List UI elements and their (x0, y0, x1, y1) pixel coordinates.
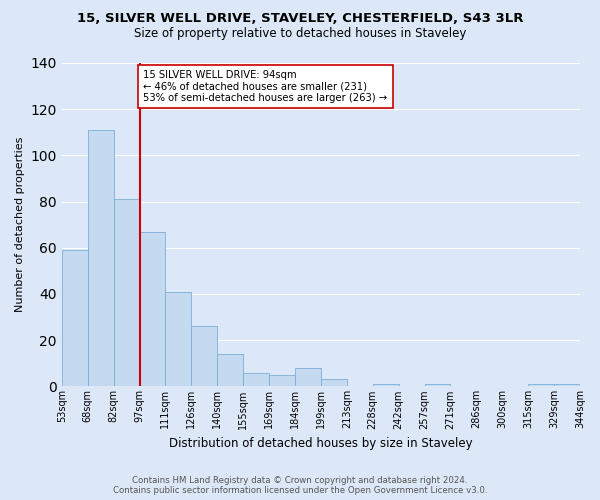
Bar (217, 354, 243, 386)
Bar (62, 250, 88, 386)
Bar (528, 384, 554, 386)
Bar (321, 380, 347, 386)
Bar (140, 232, 166, 386)
Bar (166, 292, 191, 386)
Text: Size of property relative to detached houses in Staveley: Size of property relative to detached ho… (134, 28, 466, 40)
Bar (425, 384, 451, 386)
X-axis label: Distribution of detached houses by size in Staveley: Distribution of detached houses by size … (169, 437, 473, 450)
Y-axis label: Number of detached properties: Number of detached properties (15, 137, 25, 312)
Bar (554, 384, 580, 386)
Bar (373, 384, 398, 386)
Bar (295, 368, 321, 386)
Bar (243, 372, 269, 386)
Text: 15 SILVER WELL DRIVE: 94sqm
← 46% of detached houses are smaller (231)
53% of se: 15 SILVER WELL DRIVE: 94sqm ← 46% of det… (143, 70, 388, 103)
Text: 15, SILVER WELL DRIVE, STAVELEY, CHESTERFIELD, S43 3LR: 15, SILVER WELL DRIVE, STAVELEY, CHESTER… (77, 12, 523, 26)
Bar (113, 200, 140, 386)
Bar (88, 130, 113, 386)
Bar (191, 326, 217, 386)
Text: Contains HM Land Registry data © Crown copyright and database right 2024.
Contai: Contains HM Land Registry data © Crown c… (113, 476, 487, 495)
Bar (269, 375, 295, 386)
